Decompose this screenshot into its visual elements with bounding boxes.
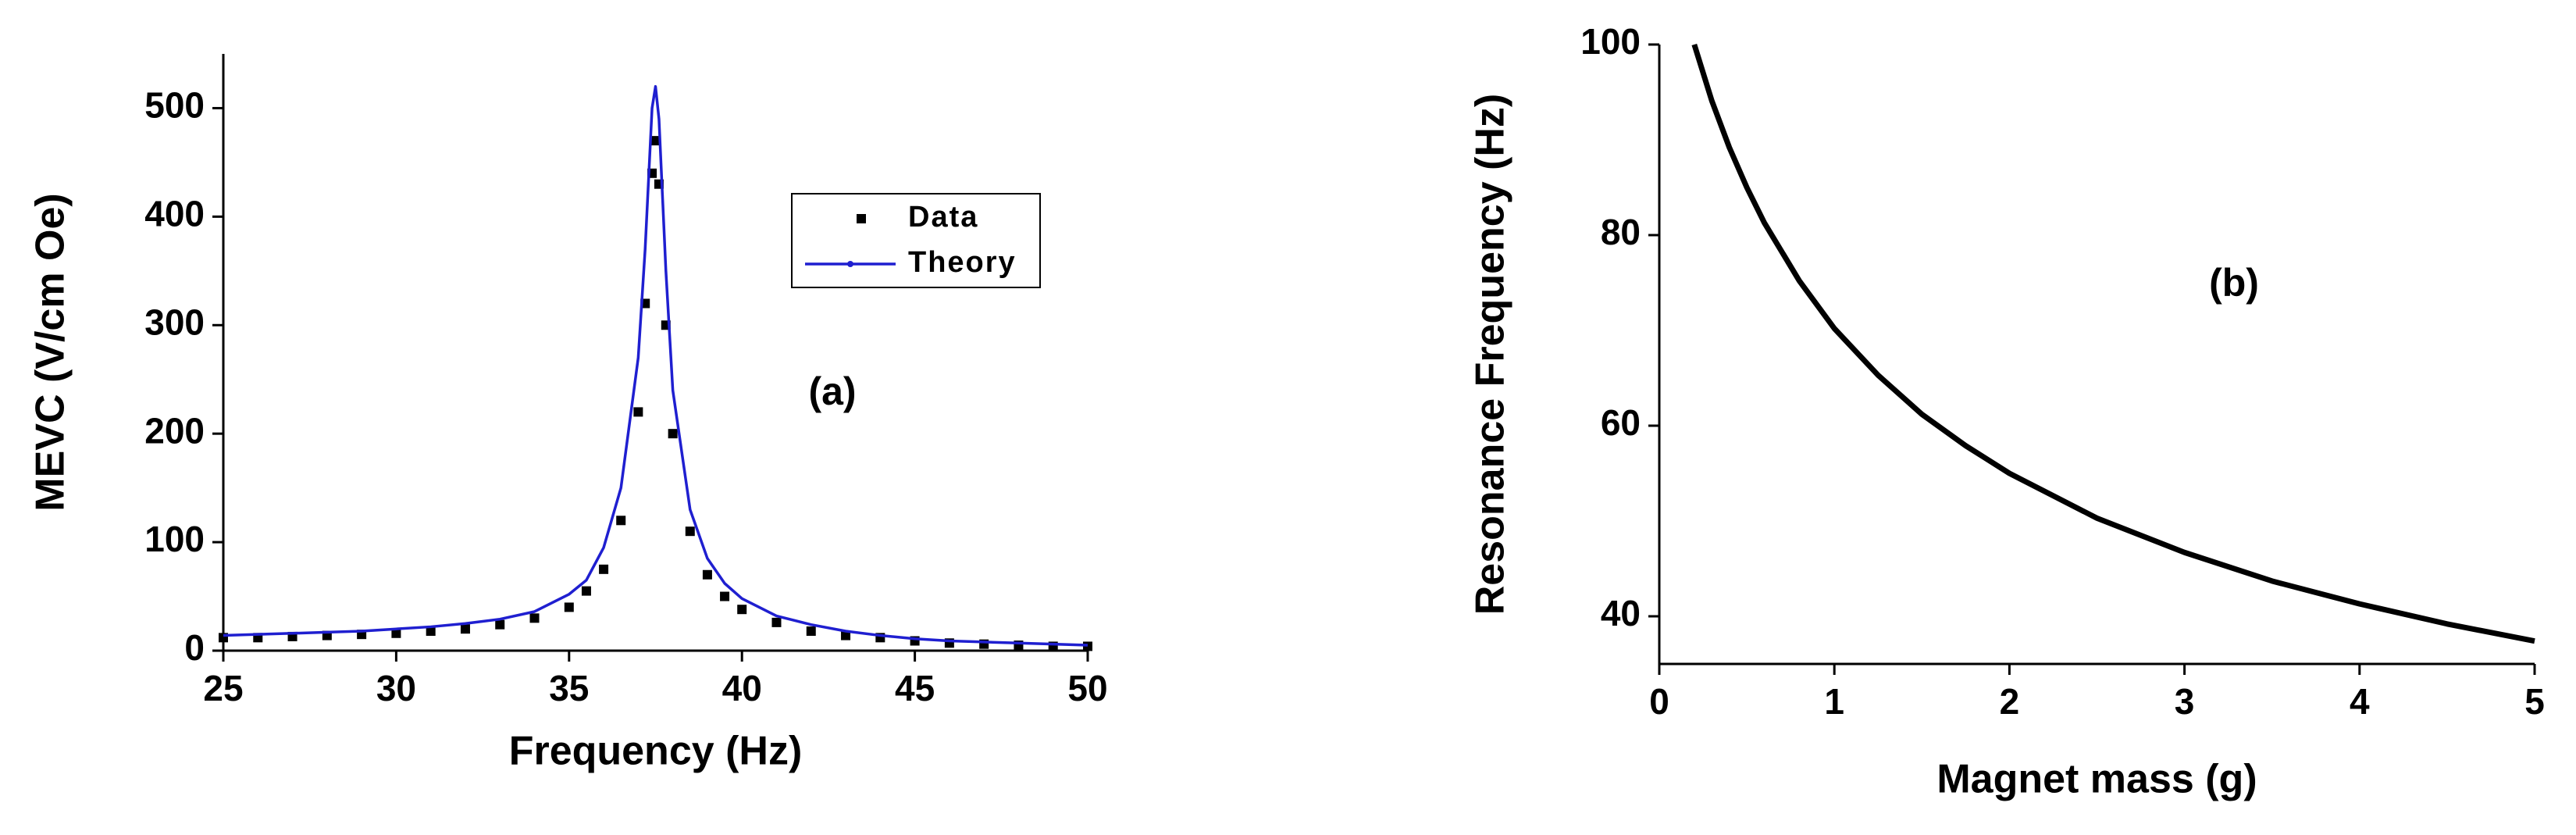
data-point <box>702 569 712 580</box>
data-point <box>650 136 661 146</box>
x-tick-label: 0 <box>1649 681 1669 722</box>
y-tick-label: 500 <box>144 85 205 126</box>
y-axis-label: MEVC (V/cm Oe) <box>28 193 73 511</box>
x-axis-label: Magnet mass (g) <box>1936 757 2257 802</box>
y-tick-label: 40 <box>1601 593 1641 633</box>
x-axis-label: Frequency (Hz) <box>509 729 803 774</box>
y-tick-label: 60 <box>1601 402 1641 443</box>
series-line <box>223 84 1088 647</box>
x-tick-label: 50 <box>1067 668 1107 708</box>
legend-label: Data <box>908 201 978 234</box>
x-tick-label: 3 <box>2175 681 2195 722</box>
annotation: (b) <box>2209 261 2259 305</box>
y-tick-label: 400 <box>144 194 205 234</box>
data-point <box>564 602 574 612</box>
x-tick-label: 4 <box>2350 681 2370 722</box>
data-point <box>737 605 747 615</box>
legend-marker <box>857 214 866 223</box>
y-tick-label: 100 <box>144 519 205 559</box>
data-point <box>460 624 470 634</box>
data-point <box>806 626 816 636</box>
x-tick-label: 1 <box>1824 681 1844 722</box>
data-point <box>668 429 678 439</box>
data-point <box>685 526 695 537</box>
data-point <box>841 630 851 641</box>
x-tick-label: 40 <box>722 668 762 708</box>
x-tick-label: 5 <box>2524 681 2545 722</box>
data-point <box>529 613 540 623</box>
x-tick-label: 35 <box>549 668 589 708</box>
x-tick-label: 2 <box>2000 681 2020 722</box>
data-point <box>391 628 401 638</box>
data-point <box>720 591 730 601</box>
y-tick-label: 300 <box>144 302 205 342</box>
legend-label: Theory <box>908 246 1017 279</box>
y-tick-label: 200 <box>144 410 205 451</box>
annotation: (a) <box>808 369 856 413</box>
legend-box <box>791 193 1041 288</box>
y-axis-label: Resonance Frequency (Hz) <box>1468 94 1513 616</box>
data-point <box>633 407 643 417</box>
data-point <box>426 626 436 636</box>
data-point <box>581 586 591 596</box>
y-tick-label: 100 <box>1580 21 1641 62</box>
data-point <box>616 516 626 526</box>
x-tick-label: 30 <box>376 668 416 708</box>
series-line <box>1691 43 2535 644</box>
data-point <box>599 564 609 574</box>
legend-marker <box>847 261 853 267</box>
x-tick-label: 25 <box>203 668 243 708</box>
y-tick-label: 80 <box>1601 212 1641 252</box>
x-tick-label: 45 <box>895 668 935 708</box>
data-point <box>771 617 782 627</box>
data-point <box>495 619 505 630</box>
y-tick-label: 0 <box>184 627 205 668</box>
